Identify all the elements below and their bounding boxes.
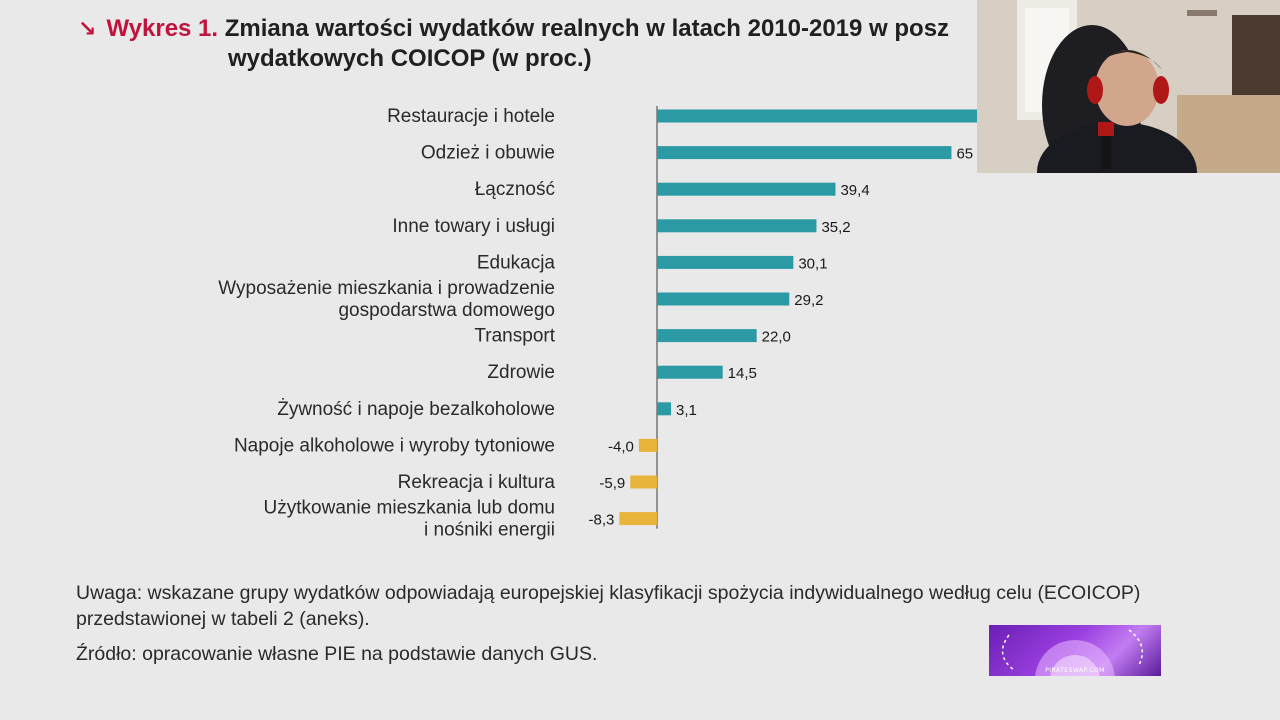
bar-11	[619, 512, 657, 526]
bar-7	[657, 365, 723, 379]
category-label-11: Użytkowanie mieszkania lub domu i nośniki…	[264, 498, 555, 541]
category-label-0: Restauracje i hotele	[387, 106, 555, 127]
webcam-feed-icon	[977, 0, 1280, 173]
sponsor-banner: PIRATESWAP.COM	[989, 625, 1161, 676]
chart-source: Źródło: opracowanie własne PIE na podsta…	[76, 643, 598, 665]
value-label-1: 65	[956, 146, 973, 163]
chart-title-line-2: wydatkowych COICOP (w proc.)	[228, 45, 592, 72]
value-label-7: 14,5	[728, 365, 757, 382]
chart-title-line-1: ↘ Wykres 1. Zmiana wartości wydatków real…	[78, 14, 1278, 44]
value-label-6: 22,0	[762, 329, 791, 346]
value-label-9: -4,0	[608, 438, 634, 455]
webcam-overlay	[977, 0, 1280, 173]
bar-5	[657, 292, 790, 306]
value-label-4: 30,1	[798, 255, 827, 272]
banner-graphic-icon	[1001, 629, 1144, 676]
category-label-3: Inne towary i usługi	[392, 216, 555, 237]
bar-chart: Restauracje i hotele 65 Odzież i obuwie 39,…	[218, 106, 984, 541]
category-label-1: Odzież i obuwie	[421, 143, 555, 164]
bar-3	[657, 219, 817, 233]
chart-number: Wykres 1.	[106, 15, 219, 42]
sponsor-text: PIRATESWAP.COM	[1045, 667, 1105, 674]
value-label-10: -5,9	[599, 475, 625, 492]
bar-1	[657, 146, 952, 160]
category-label-5: Wyposażenie mieszkania i prowadzenie gosp…	[218, 278, 555, 321]
value-label-5: 29,2	[794, 292, 823, 309]
value-label-8: 3,1	[676, 402, 697, 419]
bar-6	[657, 329, 757, 343]
value-label-11: -8,3	[589, 512, 615, 529]
bar-0	[657, 109, 984, 123]
bar-4	[657, 255, 794, 269]
chart-note: Uwaga: wskazane grupy wydatków odpowiada…	[76, 582, 1141, 630]
bar-8	[657, 402, 672, 416]
bar-9	[638, 438, 657, 452]
chart-title: ↘ Wykres 1. Zmiana wartości wydatków real…	[78, 14, 1278, 74]
bar-10	[630, 475, 657, 489]
arrow-down-right-icon: ↘	[78, 16, 97, 41]
category-label-2: Łączność	[475, 179, 555, 200]
category-label-10: Rekreacja i kultura	[398, 472, 556, 493]
category-label-6: Transport	[474, 326, 555, 347]
category-label-9: Napoje alkoholowe i wyroby tytoniowe	[234, 435, 555, 456]
value-label-2: 39,4	[840, 182, 869, 199]
category-label-4: Edukacja	[477, 252, 556, 273]
value-label-3: 35,2	[821, 219, 850, 236]
category-label-8: Żywność i napoje bezalkoholowe	[277, 399, 555, 420]
category-label-7: Zdrowie	[487, 362, 555, 383]
chart-title-text: Zmiana wartości wydatków realnych w lata…	[224, 15, 950, 42]
bar-2	[657, 182, 836, 196]
